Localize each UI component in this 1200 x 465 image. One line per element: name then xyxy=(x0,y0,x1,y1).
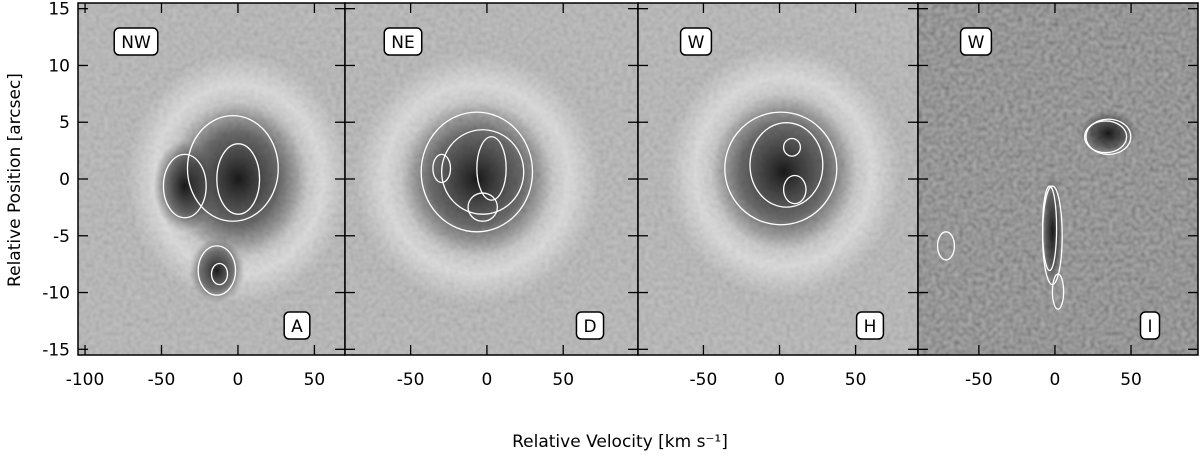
contour xyxy=(782,137,802,157)
panel-label-box xyxy=(113,27,159,56)
x-tick-label: 50 xyxy=(552,370,574,390)
contour xyxy=(782,174,807,205)
y-tick-label: -10 xyxy=(42,284,70,304)
x-axis-label: Relative Velocity [km s⁻¹] xyxy=(512,432,728,452)
x-tick-label: -50 xyxy=(397,370,425,390)
contour xyxy=(724,111,838,226)
contour xyxy=(1083,120,1128,154)
panel-label-box xyxy=(959,27,993,56)
image-blob xyxy=(710,94,857,250)
panel-label: NE xyxy=(391,33,414,53)
contour xyxy=(432,153,452,184)
contour xyxy=(1051,273,1065,310)
x-tick-label: 50 xyxy=(304,370,326,390)
contour xyxy=(420,111,534,233)
x-tick-label: 0 xyxy=(1050,370,1061,390)
y-tick-label: 5 xyxy=(59,113,70,133)
contour xyxy=(749,122,824,208)
panel-letter: A xyxy=(291,317,303,337)
y-tick-label: 0 xyxy=(59,170,70,190)
panel xyxy=(345,3,638,355)
y-tick-label: -15 xyxy=(42,340,70,360)
contour xyxy=(210,262,229,286)
panel-letter-box xyxy=(1139,311,1161,340)
y-tick-label: 10 xyxy=(48,56,70,76)
contour xyxy=(162,153,207,219)
x-tick-label: 0 xyxy=(482,370,493,390)
image-blob xyxy=(1079,110,1138,157)
panel-label: W xyxy=(968,33,985,53)
panel-letter: H xyxy=(864,317,877,337)
image-blob xyxy=(1041,172,1064,292)
y-tick-label: 15 xyxy=(48,0,70,20)
contour xyxy=(186,114,279,222)
y-tick-label: -5 xyxy=(53,227,70,247)
contour xyxy=(467,192,499,222)
x-tick-label: -50 xyxy=(965,370,993,390)
contour xyxy=(441,129,525,215)
contour xyxy=(197,245,237,296)
x-tick-label: -100 xyxy=(66,370,105,390)
contour xyxy=(936,231,956,261)
image-blob xyxy=(400,101,554,257)
panel-label: W xyxy=(688,33,705,53)
panel xyxy=(918,3,1198,355)
panel xyxy=(78,3,345,355)
contour xyxy=(476,136,507,201)
panel-letter: D xyxy=(583,317,596,337)
panel-letter-box xyxy=(855,311,885,340)
x-tick-label: 50 xyxy=(845,370,867,390)
panel-letter-box xyxy=(575,311,605,340)
contour xyxy=(216,143,261,215)
image-blob xyxy=(153,140,217,232)
x-tick-label: 0 xyxy=(233,370,244,390)
contour xyxy=(1041,185,1058,272)
panel-label-box xyxy=(679,27,713,56)
x-tick-label: -50 xyxy=(690,370,718,390)
image-noise xyxy=(918,3,1198,355)
panel-letter: I xyxy=(1147,317,1152,337)
panel xyxy=(638,3,918,355)
x-tick-label: 0 xyxy=(774,370,785,390)
x-tick-label: -50 xyxy=(148,370,176,390)
panel-letter-box xyxy=(283,311,311,340)
x-tick-label: 50 xyxy=(1120,370,1142,390)
image-blob xyxy=(189,238,245,303)
panel-label-box xyxy=(383,27,423,56)
panel-label: NW xyxy=(121,33,151,53)
y-axis-label: Relative Position [arcsec] xyxy=(5,73,25,287)
contour xyxy=(1085,118,1132,156)
